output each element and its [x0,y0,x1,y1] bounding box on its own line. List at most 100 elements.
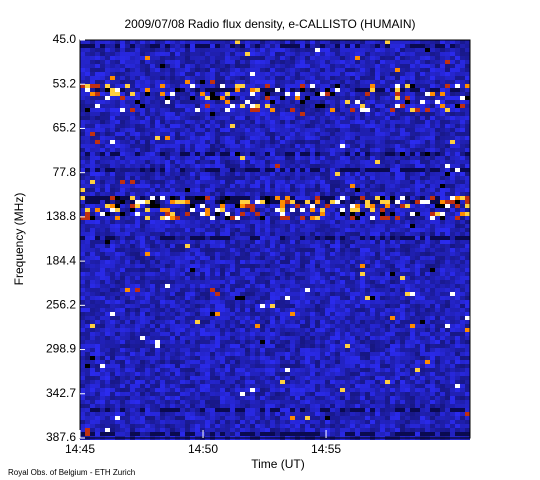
spectrogram-cell [385,128,390,132]
spectrogram-cell [230,128,235,132]
spectrogram-cell [135,76,140,80]
spectrogram-cell [215,120,220,124]
spectrogram-cell [325,116,330,120]
spectrogram-cell [415,244,420,248]
spectrogram-cell [135,240,140,244]
spectrogram-cell [465,288,470,292]
spectrogram-image [80,40,470,440]
spectrogram-cell [210,132,215,136]
spectrogram-cell [345,132,350,136]
spectrogram-cell [100,260,105,264]
spectrogram-cell [335,208,340,212]
spectrogram-cell [465,144,470,148]
spectrogram-cell [325,172,330,176]
spectrogram-cell [175,220,180,224]
spectrogram-cell [350,292,355,296]
spectrogram-cell [345,192,350,196]
spectrogram-cell [325,280,330,284]
spectrogram-cell [290,276,295,280]
spectrogram-cell [365,264,370,268]
spectrogram-cell [285,224,290,228]
spectrogram-cell [230,80,235,84]
spectrogram-cell [200,264,205,268]
spectrogram-cell [245,92,250,96]
spectrogram-cell [390,132,395,136]
spectrogram-cell [90,280,95,284]
spectrogram-cell [170,104,175,108]
spectrogram-cell [305,256,310,260]
spectrogram-cell [350,124,355,128]
spectrogram-cell [275,240,280,244]
spectrogram-cell [220,72,225,76]
spectrogram-cell [175,48,180,52]
spectrogram-cell [270,176,275,180]
spectrogram-cell [85,228,90,232]
spectrogram-cell [355,264,360,268]
spectrogram-cell [200,92,205,96]
spectrogram-cell [105,48,110,52]
spectrogram-cell [330,228,335,232]
spectrogram-cell [310,164,315,168]
spectrogram-cell [240,160,245,164]
spectrogram-cell [285,196,290,200]
spectrogram-cell [115,160,120,164]
spectrogram-cell [220,40,225,44]
spectrogram-cell [375,52,380,56]
spectrogram-cell [85,104,90,108]
spectrogram-cell [285,164,290,168]
spectrogram-cell [150,236,155,240]
spectrogram-cell [435,228,440,232]
spectrogram-cell [130,220,135,224]
spectrogram-cell [415,104,420,108]
spectrogram-cell [225,180,230,184]
spectrogram-cell [420,244,425,248]
spectrogram-cell [465,56,470,60]
spectrogram-cell [265,136,270,140]
spectrogram-cell [350,196,355,200]
spectrogram-cell [85,244,90,248]
spectrogram-cell [85,96,90,100]
spectrogram-cell [390,160,395,164]
spectrogram-cell [280,224,285,228]
spectrogram-cell [170,208,175,212]
spectrogram-cell [395,44,400,48]
spectrogram-cell [405,72,410,76]
spectrogram-cell [250,52,255,56]
spectrogram-cell [250,248,255,252]
spectrogram-cell [220,200,225,204]
spectrogram-cell [245,260,250,264]
spectrogram-cell [275,136,280,140]
spectrogram-cell [310,140,315,144]
spectrogram-cell [260,108,265,112]
spectrogram-cell [225,132,230,136]
spectrogram-cell [190,256,195,260]
spectrogram-cell [140,108,145,112]
spectrogram-cell [125,176,130,180]
spectrogram-cell [170,228,175,232]
spectrogram-cell [460,84,465,88]
spectrogram-cell [165,184,170,188]
spectrogram-cell [120,80,125,84]
spectrogram-cell [305,132,310,136]
spectrogram-cell [240,76,245,80]
spectrogram-cell [215,220,220,224]
spectrogram-cell [170,60,175,64]
spectrogram-cell [455,60,460,64]
spectrogram-cell [435,144,440,148]
spectrogram-cell [355,168,360,172]
spectrogram-cell [150,52,155,56]
spectrogram-cell [270,272,275,276]
spectrogram-cell [205,40,210,44]
spectrogram-cell [200,292,205,296]
spectrogram-cell [415,188,420,192]
spectrogram-cell [295,132,300,136]
spectrogram-cell [385,52,390,56]
spectrogram-cell [155,132,160,136]
spectrogram-cell [430,220,435,224]
spectrogram-cell [255,60,260,64]
spectrogram-cell [415,128,420,132]
spectrogram-cell [320,120,325,124]
spectrogram-cell [400,200,405,204]
spectrogram-cell [135,180,140,184]
spectrogram-cell [240,64,245,68]
